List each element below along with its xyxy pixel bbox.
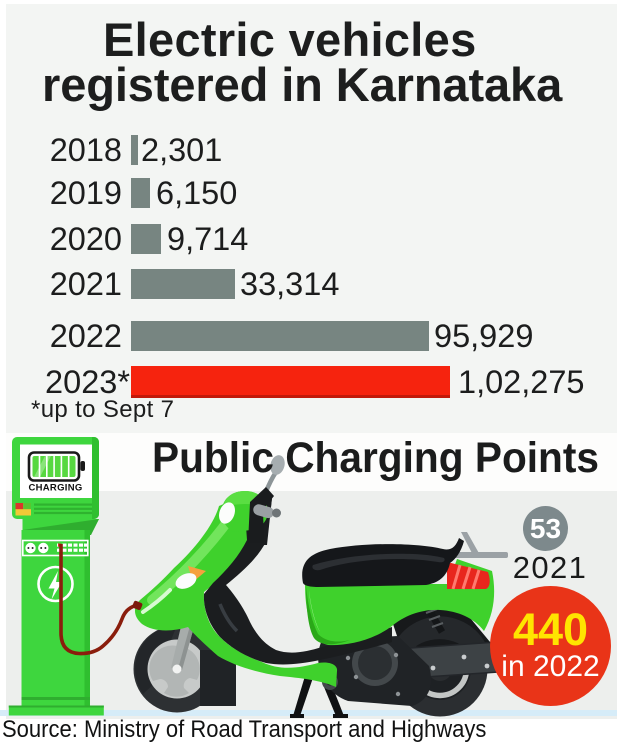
svg-text:CHARGING: CHARGING	[28, 483, 82, 494]
